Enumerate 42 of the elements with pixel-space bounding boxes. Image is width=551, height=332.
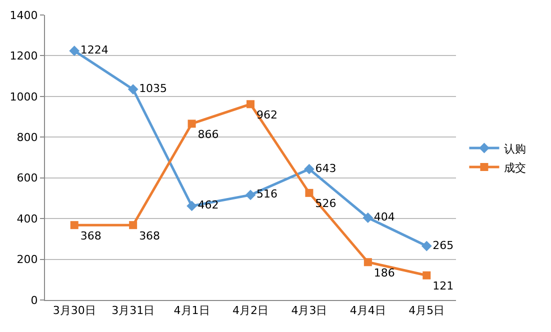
point (421, 240, 432, 252)
data-label: 368 (139, 229, 160, 242)
legend-label: 认购 (504, 142, 526, 156)
x-tick-label: 4月2日 (232, 304, 268, 318)
data-label: 404 (374, 210, 395, 224)
y-tick-label: 600 (16, 172, 38, 185)
y-tick-label: 1400 (10, 8, 38, 22)
legend-label: 成交 (504, 161, 526, 174)
point (364, 258, 372, 266)
x-tick-label: 3月30日 (52, 304, 96, 318)
y-tick-label: 800 (16, 130, 38, 144)
y-tick-label: 200 (16, 253, 38, 266)
data-label: 1035 (139, 82, 168, 96)
data-label: 866 (198, 128, 219, 141)
point (128, 84, 138, 94)
y-tick-label: 1200 (10, 50, 38, 63)
point (186, 200, 197, 212)
point (70, 221, 78, 230)
y-tick-label: 400 (16, 212, 38, 226)
data-label: 1224 (80, 44, 108, 57)
point (305, 188, 314, 197)
point (69, 46, 80, 56)
point (188, 120, 196, 128)
y-tick-label: 1000 (10, 90, 38, 104)
data-label: 643 (315, 162, 336, 175)
point (245, 190, 256, 200)
point (304, 164, 314, 174)
data-label: 121 (432, 280, 454, 293)
data-label: 186 (374, 266, 395, 280)
x-tick-label: 3月31日 (112, 304, 155, 318)
data-label: 368 (80, 229, 102, 242)
x-tick-label: 4月4日 (350, 304, 386, 318)
data-label: 516 (256, 188, 278, 201)
point (422, 271, 431, 280)
point (246, 100, 254, 108)
x-tick-label: 4月5日 (408, 304, 445, 318)
point (129, 221, 138, 230)
point (362, 212, 374, 223)
x-tick-label: 4月3日 (291, 304, 328, 318)
data-label: 265 (432, 238, 454, 252)
y-tick-label: 0 (30, 294, 38, 307)
x-tick-label: 4月1日 (174, 304, 210, 318)
